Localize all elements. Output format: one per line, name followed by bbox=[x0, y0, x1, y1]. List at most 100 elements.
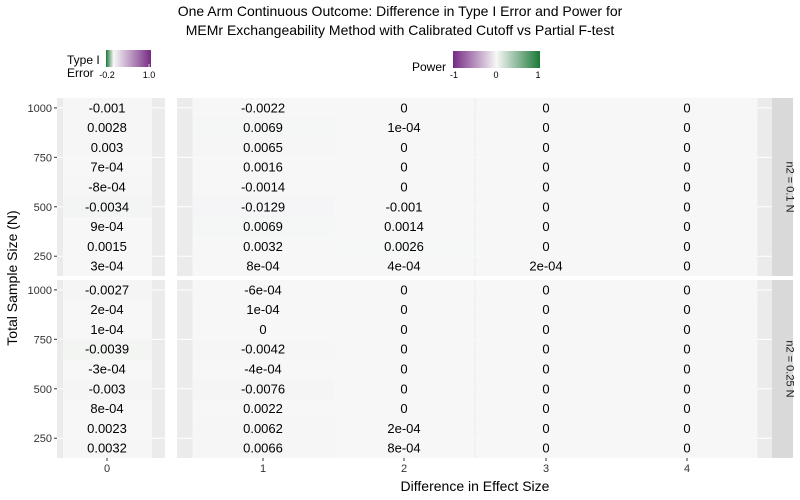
power-cell bbox=[475, 117, 617, 138]
y-tick-label: 750 bbox=[34, 334, 52, 346]
type1-cell-label: 0.0032 bbox=[87, 441, 127, 456]
y-axis-label: Total Sample Size (N) bbox=[4, 210, 20, 345]
power-cell-label: 0 bbox=[542, 100, 549, 115]
power-cell bbox=[475, 339, 617, 360]
power-cell bbox=[192, 256, 334, 276]
facet-strip-label: n2 = 0.1 N bbox=[784, 161, 796, 212]
power-cell-label: 0 bbox=[400, 100, 407, 115]
power-cell-label: -0.0129 bbox=[241, 199, 285, 214]
power-cell bbox=[192, 398, 334, 419]
facet-2: n2 = 0.25 N -0.0027 -6e-04 0 0 0 2e-04 1e-04 0 0 0… bbox=[28, 280, 796, 458]
power-cell bbox=[616, 280, 758, 300]
power-cell bbox=[333, 236, 475, 257]
type1-cell bbox=[63, 256, 152, 276]
power-cell-label: 0 bbox=[542, 120, 549, 135]
power-cell-label: 0.0062 bbox=[243, 421, 283, 436]
power-cell bbox=[616, 398, 758, 419]
chart-title-line1: One Arm Continuous Outcome: Difference i… bbox=[178, 3, 623, 19]
power-cell bbox=[333, 359, 475, 379]
type1-cell-label: -0.0039 bbox=[85, 342, 129, 357]
power-cell-label: 0 bbox=[683, 199, 690, 214]
power-cell-label: 0 bbox=[542, 381, 549, 396]
power-cell bbox=[475, 359, 617, 379]
type1-cell-label: -0.0034 bbox=[85, 199, 129, 214]
power-cell bbox=[475, 157, 617, 178]
power-cell-label: 0 bbox=[683, 239, 690, 254]
power-cell-label: 0 bbox=[683, 342, 690, 357]
power-cell-label: -0.0014 bbox=[241, 180, 285, 195]
power-cell bbox=[192, 299, 334, 320]
power-cell-label: 0 bbox=[259, 322, 266, 337]
power-cell bbox=[192, 216, 334, 237]
power-cell bbox=[616, 378, 758, 399]
power-cell bbox=[333, 378, 475, 399]
x-tick-label: 4 bbox=[684, 463, 690, 475]
power-cell-label: 0 bbox=[683, 140, 690, 155]
type1-cell-label: -3e-04 bbox=[88, 362, 126, 377]
power-cell-label: 0 bbox=[542, 199, 549, 214]
plot-area: n2 = 0.1 N -0.001 -0.0022 0 0 0 0.0028 0.0069 1e… bbox=[28, 98, 796, 475]
power-cell bbox=[475, 216, 617, 237]
type1-cell bbox=[63, 196, 152, 217]
type1-cell bbox=[63, 137, 152, 158]
power-cell-label: 0 bbox=[542, 140, 549, 155]
legend-type1: Type I Error -0.2 1.0 bbox=[67, 50, 155, 80]
power-cell bbox=[333, 256, 475, 276]
power-cell bbox=[333, 177, 475, 197]
y-tick-label: 250 bbox=[34, 251, 52, 263]
x-tick-label: 3 bbox=[543, 463, 549, 475]
power-cell bbox=[192, 177, 334, 197]
power-cell-label: 1e-04 bbox=[246, 302, 279, 317]
power-cell bbox=[192, 236, 334, 257]
power-cell bbox=[475, 418, 617, 439]
legend-power-colorbar bbox=[453, 51, 540, 68]
power-cell bbox=[475, 438, 617, 458]
type1-cell-label: 3e-04 bbox=[90, 259, 123, 274]
power-cell-label: 0 bbox=[400, 180, 407, 195]
power-cell bbox=[475, 177, 617, 197]
power-cell bbox=[192, 418, 334, 439]
power-cell-label: 0.0065 bbox=[243, 140, 283, 155]
power-cell-label: 0 bbox=[683, 160, 690, 175]
type1-cell bbox=[63, 299, 152, 320]
power-cell-label: 0.0014 bbox=[384, 219, 424, 234]
power-cell-label: 0 bbox=[683, 381, 690, 396]
power-cell bbox=[192, 196, 334, 217]
power-cell bbox=[333, 418, 475, 439]
type1-cell bbox=[63, 236, 152, 257]
power-cell-label: 1e-04 bbox=[387, 120, 420, 135]
type1-cell bbox=[63, 98, 152, 118]
chart-title-line2: MEMr Exchangeability Method with Calibra… bbox=[186, 22, 615, 38]
power-cell-label: 0 bbox=[400, 362, 407, 377]
power-cell-label: 0 bbox=[542, 160, 549, 175]
legend-power-tick-max: 1 bbox=[535, 70, 540, 80]
type1-cell bbox=[63, 177, 152, 197]
facet-strip bbox=[772, 98, 793, 276]
power-cell-label: -0.001 bbox=[386, 199, 423, 214]
power-cell-label: 0.0069 bbox=[243, 120, 283, 135]
x-axis-label: Difference in Effect Size bbox=[401, 478, 550, 494]
power-cell bbox=[616, 177, 758, 197]
type1-cell-label: 9e-04 bbox=[90, 219, 123, 234]
power-cell bbox=[192, 137, 334, 158]
power-cell-label: 0 bbox=[400, 381, 407, 396]
y-tick-label: 750 bbox=[34, 152, 52, 164]
type1-cell-label: -0.001 bbox=[89, 100, 126, 115]
power-cell bbox=[192, 117, 334, 138]
power-cell-label: 0 bbox=[542, 362, 549, 377]
power-cell bbox=[616, 359, 758, 379]
power-cell-label: 0 bbox=[542, 421, 549, 436]
power-cell bbox=[475, 398, 617, 419]
type1-cell-label: 1e-04 bbox=[90, 322, 123, 337]
power-cell-label: 0 bbox=[683, 421, 690, 436]
power-cell bbox=[192, 319, 334, 340]
power-cell-label: -6e-04 bbox=[244, 282, 282, 297]
power-cell bbox=[616, 236, 758, 257]
power-cell-label: -0.0022 bbox=[241, 100, 285, 115]
legend-power: Power -1 0 1 bbox=[412, 51, 541, 80]
power-cell-label: 0 bbox=[542, 322, 549, 337]
power-cell-label: 0 bbox=[683, 120, 690, 135]
facet-strip bbox=[772, 280, 793, 458]
power-cell bbox=[333, 398, 475, 419]
x-tick-label: 0 bbox=[104, 463, 110, 475]
